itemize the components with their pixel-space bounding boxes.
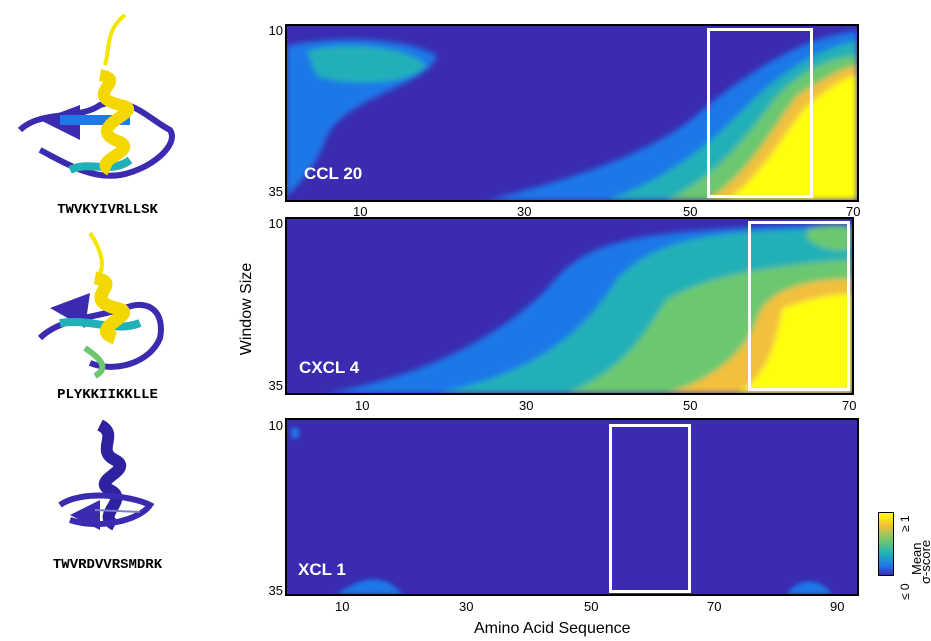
x-tick-ccl20-50: 50 (683, 204, 698, 219)
sequence-xcl1: TWVRDVVRSMDRK (52, 557, 163, 573)
x-tick-cxcl4-50: 50 (683, 398, 698, 413)
heatmap-svg-ccl20 (287, 26, 857, 200)
heatmap-panel-xcl1 (285, 418, 859, 596)
colorbar (878, 512, 894, 576)
y-tick-ccl20-10: 10 (268, 23, 283, 38)
x-tick-cxcl4-10: 10 (355, 398, 370, 413)
protein-structure-cxcl4 (37, 231, 164, 379)
colorbar-subtitle: σ-score (918, 539, 931, 584)
panel-label-xcl1: XCL 1 (298, 560, 346, 579)
panel-label-ccl20: CCL 20 (304, 164, 363, 183)
y-tick-cxcl4-10: 10 (268, 216, 283, 231)
sequence-ccl20: TWVKYIVRLLSK (57, 202, 158, 218)
x-axis-title: Amino Acid Sequence (474, 620, 631, 637)
protein-structure-xcl1 (58, 420, 155, 531)
y-tick-xcl1-35: 35 (268, 583, 283, 598)
x-tick-xcl1-10: 10 (335, 599, 350, 614)
highlight-box-ccl20 (707, 28, 813, 198)
highlight-box-xcl1 (609, 424, 691, 593)
x-tick-ccl20-70: 70 (846, 204, 861, 219)
x-tick-xcl1-90: 90 (830, 599, 845, 614)
colorbar-bottom-label: ≤ 0 (898, 583, 912, 600)
heatmap-svg-xcl1 (287, 420, 857, 594)
y-tick-ccl20-35: 35 (268, 184, 283, 199)
highlight-box-cxcl4 (748, 221, 850, 391)
colorbar-top-label: ≥ 1 (898, 515, 912, 532)
panel-label-cxcl4: CXCL 4 (299, 358, 360, 377)
x-tick-ccl20-10: 10 (353, 204, 368, 219)
y-tick-cxcl4-35: 35 (268, 378, 283, 393)
heatmap-panel-ccl20 (285, 24, 859, 202)
y-axis-title: Window Size (238, 262, 255, 356)
sequence-cxcl4: PLYKKIIKKLLE (57, 387, 158, 403)
x-tick-cxcl4-70: 70 (842, 398, 857, 413)
x-tick-ccl20-30: 30 (517, 204, 532, 219)
y-tick-xcl1-10: 10 (268, 418, 283, 433)
x-tick-xcl1-70: 70 (707, 599, 722, 614)
x-tick-xcl1-30: 30 (459, 599, 474, 614)
x-tick-cxcl4-30: 30 (519, 398, 534, 413)
x-tick-xcl1-50: 50 (584, 599, 599, 614)
protein-structure-ccl20 (17, 13, 175, 179)
